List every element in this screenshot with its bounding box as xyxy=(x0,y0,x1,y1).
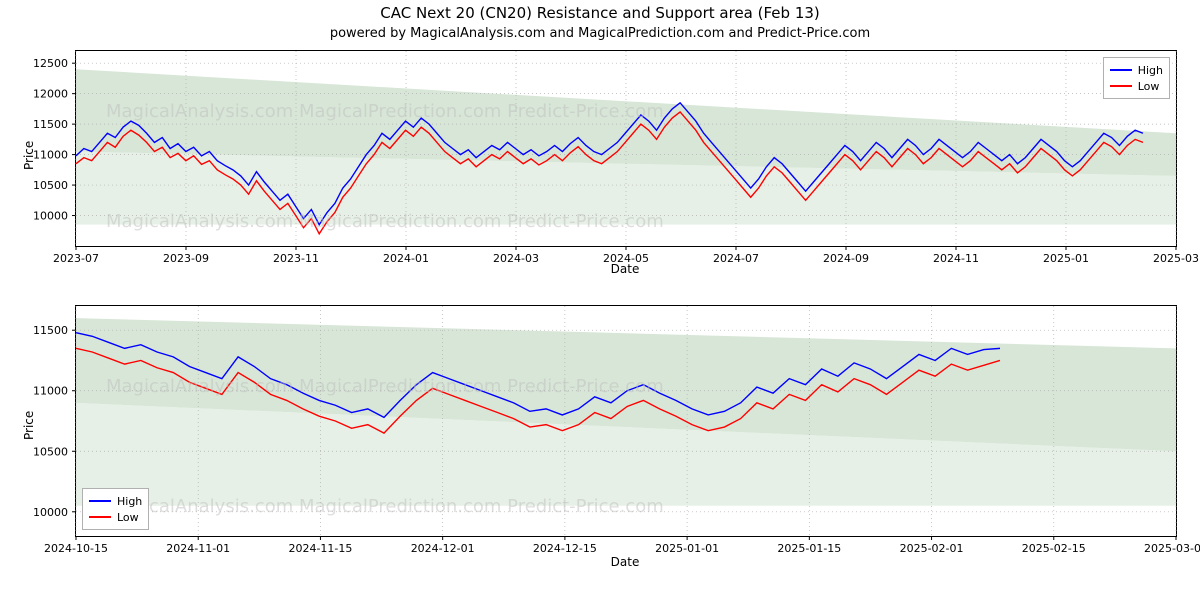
legend-bottom: High Low xyxy=(82,488,149,530)
svg-text:2024-11-15: 2024-11-15 xyxy=(288,542,352,555)
svg-text:2025-03-01: 2025-03-01 xyxy=(1144,542,1200,555)
bottom-xlabel: Date xyxy=(75,555,1175,569)
svg-text:10000: 10000 xyxy=(33,210,68,223)
svg-text:11000: 11000 xyxy=(33,385,68,398)
top-plot: 1000010500110001150012000125002023-07202… xyxy=(75,50,1177,247)
legend-top: High Low xyxy=(1103,57,1170,99)
svg-text:2025-02-15: 2025-02-15 xyxy=(1022,542,1086,555)
svg-text:2025-02-01: 2025-02-01 xyxy=(900,542,964,555)
svg-text:2024-11-01: 2024-11-01 xyxy=(166,542,230,555)
bottom-plot: 100001050011000115002024-10-152024-11-01… xyxy=(75,305,1177,537)
chart-title: CAC Next 20 (CN20) Resistance and Suppor… xyxy=(0,4,1200,22)
legend-high-label: High xyxy=(1138,64,1163,77)
legend-high-label: High xyxy=(117,495,142,508)
bottom-ylabel: Price xyxy=(22,411,36,440)
svg-text:11000: 11000 xyxy=(33,149,68,162)
svg-text:10000: 10000 xyxy=(33,506,68,519)
legend-low-label: Low xyxy=(117,511,139,524)
legend-low-label: Low xyxy=(1138,80,1160,93)
svg-text:2024-12-01: 2024-12-01 xyxy=(411,542,475,555)
svg-text:12000: 12000 xyxy=(33,88,68,101)
top-xlabel: Date xyxy=(75,262,1175,276)
svg-text:2024-10-15: 2024-10-15 xyxy=(44,542,108,555)
figure: CAC Next 20 (CN20) Resistance and Suppor… xyxy=(0,0,1200,600)
svg-text:11500: 11500 xyxy=(33,324,68,337)
svg-text:2025-01-15: 2025-01-15 xyxy=(777,542,841,555)
svg-text:10500: 10500 xyxy=(33,179,68,192)
top-ylabel: Price xyxy=(22,141,36,170)
svg-text:10500: 10500 xyxy=(33,445,68,458)
svg-text:2025-01-01: 2025-01-01 xyxy=(655,542,719,555)
svg-text:2024-12-15: 2024-12-15 xyxy=(533,542,597,555)
svg-text:12500: 12500 xyxy=(33,57,68,70)
svg-text:11500: 11500 xyxy=(33,118,68,131)
chart-subtitle: powered by MagicalAnalysis.com and Magic… xyxy=(0,26,1200,41)
